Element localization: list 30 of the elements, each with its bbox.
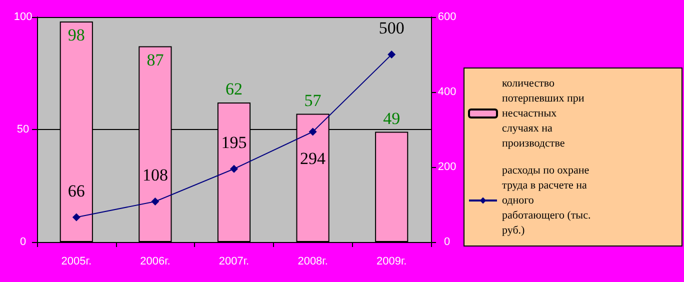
bar [375, 132, 408, 242]
point [308, 128, 317, 136]
data-label: 108 [142, 166, 168, 184]
x-tick-label: 2009г. [376, 256, 407, 268]
y-tick-label: 50 [16, 124, 30, 136]
y2-tick-label: 0 [444, 236, 450, 248]
y2-tick-label: 400 [438, 86, 456, 98]
point [151, 198, 160, 206]
y2-tick-label: 200 [438, 161, 456, 173]
x-tick-label: 2008г. [298, 256, 328, 268]
legend-label: расходы по охране труда в расчете на одного работающего (тыс. руб.) [502, 164, 594, 236]
data-label: 62 [226, 80, 242, 98]
x-tick-label: 2005г. [61, 256, 92, 268]
x-tick-label: 2006г. [140, 256, 170, 268]
point [72, 213, 80, 222]
data-label: 66 [68, 181, 85, 200]
y-tick-label: 0 [20, 236, 26, 248]
y2-tick-label: 600 [438, 11, 456, 23]
y-tick-label: 100 [14, 11, 32, 23]
data-label: 87 [146, 50, 164, 70]
point [230, 164, 238, 173]
data-label: 195 [221, 132, 247, 152]
x-tick-label: 2007г. [218, 256, 250, 268]
data-label: 49 [383, 108, 400, 128]
data-label: 98 [68, 26, 85, 44]
data-label: 57 [304, 90, 322, 110]
point [388, 50, 396, 58]
data-label: 294 [300, 148, 326, 168]
legend-label: количество потерпевших при несчастных случаях на производстве [502, 78, 588, 150]
data-label: 500 [378, 18, 404, 38]
